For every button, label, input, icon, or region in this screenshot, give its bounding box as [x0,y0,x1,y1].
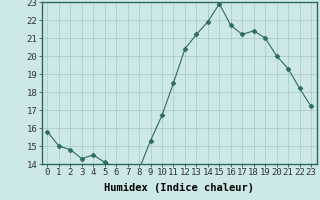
X-axis label: Humidex (Indice chaleur): Humidex (Indice chaleur) [104,183,254,193]
